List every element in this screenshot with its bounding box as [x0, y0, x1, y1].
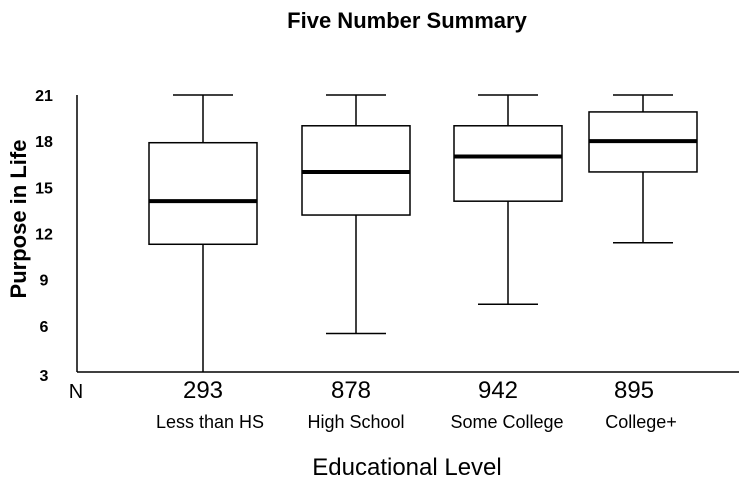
y-tick-label: 9 — [40, 273, 49, 290]
y-tick-label: 21 — [35, 88, 53, 105]
count-labels: 293 878 942 895 — [183, 377, 654, 404]
box-plot — [588, 94, 698, 244]
box-plot — [453, 94, 563, 306]
y-tick-label: 3 — [40, 368, 49, 385]
box-plots — [148, 94, 698, 372]
category-label: High School — [307, 412, 404, 432]
category-label: College+ — [605, 412, 677, 432]
count-label: 293 — [183, 377, 223, 404]
count-label: 878 — [331, 377, 371, 404]
chart-title: Five Number Summary — [287, 8, 527, 33]
y-tick-label: 18 — [35, 134, 53, 151]
count-label: 895 — [614, 377, 654, 404]
y-tick-label: 15 — [35, 180, 53, 197]
y-tick-label: 12 — [35, 227, 53, 244]
y-tick-label: 6 — [40, 319, 49, 336]
interquartile-box — [453, 125, 563, 202]
interquartile-box — [148, 141, 258, 246]
y-tick-labels: 3 6 9 12 15 18 21 — [35, 88, 53, 385]
count-label: 942 — [478, 377, 518, 404]
x-axis-label: Educational Level — [312, 454, 501, 481]
category-labels: Less than HS High School Some College Colle… — [156, 412, 677, 432]
box-plot — [301, 94, 411, 335]
y-axis-label: Purpose in Life — [6, 140, 31, 299]
box-plot — [148, 94, 258, 372]
category-label: Less than HS — [156, 412, 264, 432]
n-label: N — [69, 381, 83, 403]
category-label: Some College — [450, 412, 563, 432]
